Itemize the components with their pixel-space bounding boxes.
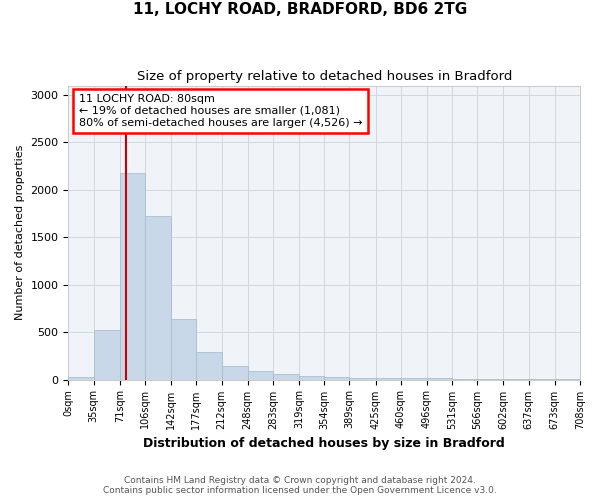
Bar: [427, 378, 452, 380]
Bar: [401, 378, 427, 380]
Bar: [221, 366, 248, 380]
Text: 11 LOCHY ROAD: 80sqm
← 19% of detached houses are smaller (1,081)
80% of semi-de: 11 LOCHY ROAD: 80sqm ← 19% of detached h…: [79, 94, 362, 128]
Bar: [248, 371, 273, 380]
Bar: [273, 374, 299, 380]
Bar: [196, 352, 221, 380]
Bar: [120, 173, 145, 380]
Bar: [324, 377, 349, 380]
Text: Contains HM Land Registry data © Crown copyright and database right 2024.
Contai: Contains HM Land Registry data © Crown c…: [103, 476, 497, 495]
Y-axis label: Number of detached properties: Number of detached properties: [15, 145, 25, 320]
Bar: [145, 216, 171, 380]
Bar: [376, 378, 401, 380]
Bar: [299, 376, 324, 380]
Bar: [68, 376, 94, 380]
Bar: [171, 319, 196, 380]
Text: 11, LOCHY ROAD, BRADFORD, BD6 2TG: 11, LOCHY ROAD, BRADFORD, BD6 2TG: [133, 2, 467, 18]
Bar: [349, 378, 376, 380]
Title: Size of property relative to detached houses in Bradford: Size of property relative to detached ho…: [137, 70, 512, 83]
X-axis label: Distribution of detached houses by size in Bradford: Distribution of detached houses by size …: [143, 437, 505, 450]
Bar: [94, 330, 120, 380]
Bar: [452, 379, 478, 380]
